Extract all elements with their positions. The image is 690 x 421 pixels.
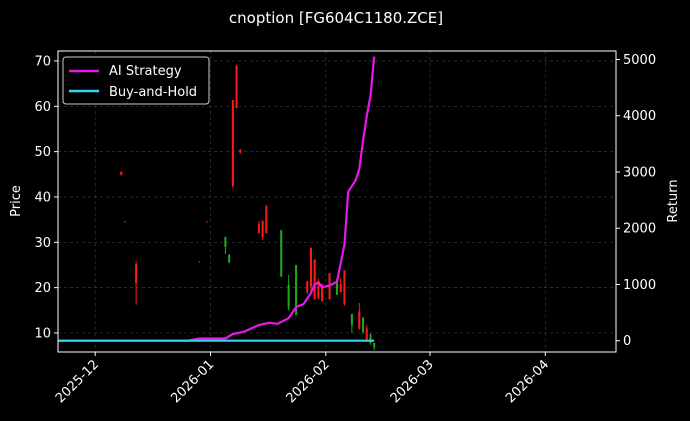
right-y-axis: 0 1000 2000 3000 4000 5000 bbox=[616, 53, 656, 349]
candle-body bbox=[295, 264, 298, 315]
return-lines bbox=[58, 56, 376, 342]
candle-body bbox=[317, 281, 320, 299]
right-tick-label: 3000 bbox=[623, 165, 656, 180]
candle-body bbox=[135, 264, 138, 284]
candle-body bbox=[362, 317, 365, 333]
candle-body bbox=[123, 221, 126, 223]
candle-body bbox=[313, 259, 316, 300]
legend: AI Strategy Buy-and-Hold bbox=[62, 56, 210, 105]
plot-frame bbox=[57, 50, 617, 353]
candle-body bbox=[198, 261, 201, 263]
candle-body bbox=[261, 220, 264, 237]
candle-body bbox=[235, 65, 238, 109]
ai-strategy-line bbox=[58, 56, 376, 342]
candle-body bbox=[265, 206, 268, 234]
right-tick-label: 1000 bbox=[623, 278, 656, 293]
left-tick-label: 40 bbox=[34, 190, 51, 205]
left-tick-label: 20 bbox=[34, 281, 51, 296]
candle-body bbox=[257, 224, 260, 234]
candle-body bbox=[373, 342, 376, 348]
candle-body bbox=[306, 281, 309, 293]
right-tick-label: 4000 bbox=[623, 109, 656, 124]
candle-body bbox=[231, 99, 234, 187]
legend-box bbox=[62, 56, 210, 105]
candle-body bbox=[239, 149, 242, 153]
candle-body bbox=[343, 270, 346, 304]
chart-title: cnoption [FG604C1180.ZCE] bbox=[229, 9, 443, 27]
right-tick-label: 0 bbox=[623, 334, 631, 349]
right-tick-label: 2000 bbox=[623, 222, 656, 237]
legend-buy-and-hold-label: Buy-and-Hold bbox=[109, 85, 197, 100]
left-tick-label: 30 bbox=[34, 236, 51, 251]
left-tick-label: 70 bbox=[34, 54, 51, 69]
candle-body bbox=[335, 279, 339, 295]
right-axis-label: Return bbox=[666, 179, 681, 222]
candle-body bbox=[350, 313, 353, 325]
candle-body bbox=[321, 284, 324, 302]
candle-body bbox=[224, 236, 227, 247]
left-tick-label: 60 bbox=[34, 100, 51, 115]
left-tick-label: 10 bbox=[34, 326, 51, 341]
left-axis-label: Price bbox=[9, 185, 24, 217]
candle-body bbox=[358, 311, 361, 330]
candle-body bbox=[287, 284, 290, 308]
candle-body bbox=[309, 247, 312, 287]
candle-body bbox=[228, 254, 231, 263]
candle-body bbox=[369, 334, 372, 343]
legend-ai-strategy-label: AI Strategy bbox=[109, 64, 182, 79]
candle-body bbox=[339, 284, 342, 293]
left-tick-label: 50 bbox=[34, 145, 51, 160]
candle-body bbox=[365, 328, 368, 340]
candle-body bbox=[120, 171, 123, 176]
candle-body bbox=[280, 230, 283, 277]
left-y-axis: 10 20 30 40 50 60 70 bbox=[34, 54, 58, 341]
right-tick-label: 5000 bbox=[623, 53, 656, 68]
candle-body bbox=[205, 221, 208, 223]
